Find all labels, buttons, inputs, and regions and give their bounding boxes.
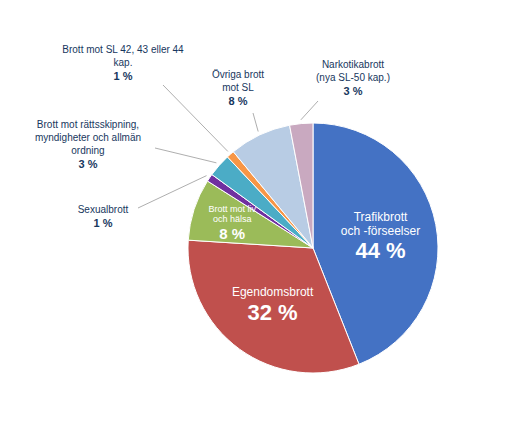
- svg-text:8 %: 8 %: [219, 225, 245, 242]
- svg-text:Trafikbrott: Trafikbrott: [354, 210, 408, 224]
- svg-text:Narkotikabrott: Narkotikabrott: [322, 59, 384, 70]
- svg-text:1 %: 1 %: [94, 217, 113, 229]
- svg-text:44 %: 44 %: [355, 238, 405, 263]
- svg-text:(nya SL-50 kap.): (nya SL-50 kap.): [316, 72, 390, 83]
- svg-text:och hälsa: och hälsa: [213, 214, 252, 224]
- svg-text:myndigheter och allmän: myndigheter och allmän: [35, 132, 141, 143]
- svg-text:3 %: 3 %: [344, 85, 363, 97]
- svg-text:1 %: 1 %: [114, 70, 133, 82]
- svg-text:ordning: ordning: [71, 145, 104, 156]
- svg-text:Egendomsbrott: Egendomsbrott: [232, 285, 314, 299]
- svg-text:Brott mot SL 42, 43 eller 44: Brott mot SL 42, 43 eller 44: [62, 44, 184, 55]
- svg-text:kap.: kap.: [114, 57, 133, 68]
- svg-text:8 %: 8 %: [229, 95, 248, 107]
- svg-text:Brott mot liv: Brott mot liv: [208, 204, 256, 214]
- svg-text:och -förseelser: och -förseelser: [341, 224, 420, 238]
- svg-text:Sexualbrott: Sexualbrott: [78, 204, 129, 215]
- svg-text:Brott mot rättsskipning,: Brott mot rättsskipning,: [37, 119, 139, 130]
- svg-text:Övriga brott: Övriga brott: [212, 69, 264, 80]
- svg-text:mot SL: mot SL: [222, 82, 254, 93]
- svg-text:32 %: 32 %: [248, 300, 298, 325]
- svg-text:3 %: 3 %: [79, 158, 98, 170]
